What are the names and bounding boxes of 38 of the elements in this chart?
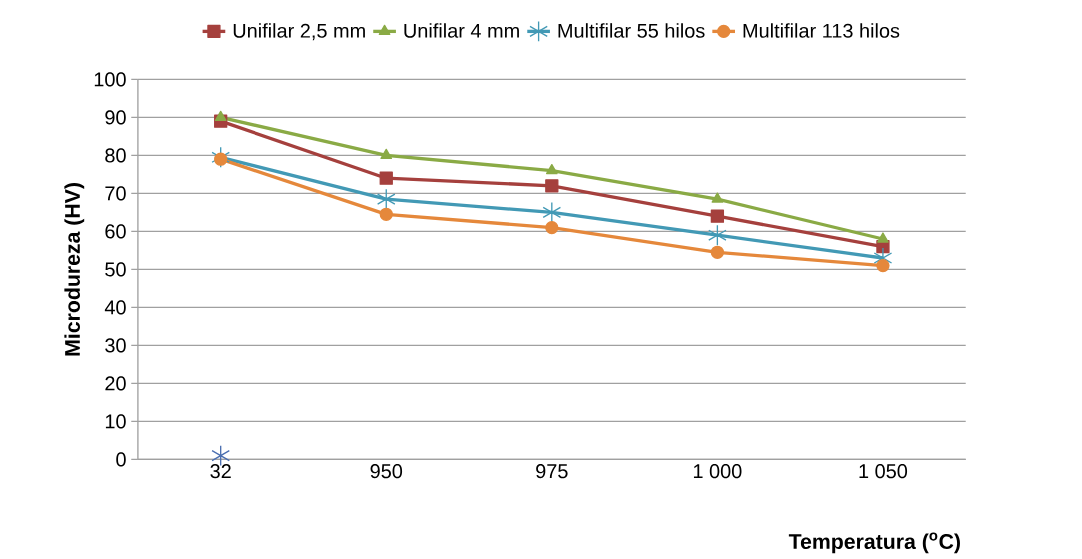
point [214,152,228,166]
legend-label: Unifilar 2,5 mm [233,23,365,41]
point [379,171,393,185]
x-tick-label: 1 000 [693,464,742,479]
x-tick-label: 32 [210,464,231,479]
y-tick-label: 40 [104,300,126,315]
y-tick-label: 90 [105,110,126,125]
x-tick-label: 975 [536,464,568,479]
point [214,110,227,122]
y-tick-label: 20 [105,376,126,391]
point [379,207,393,221]
point [545,163,558,175]
point [380,148,393,160]
point [542,201,562,223]
y-axis-title: Microdureza (HV) [64,183,85,356]
point [876,258,890,273]
legend-label: Unifilar 4 mm [404,23,519,38]
point [877,232,889,243]
y-tick-label: 10 [105,414,126,429]
y-tick-label: 30 [105,338,126,353]
x-tick-label: 1 050 [859,464,908,479]
point [708,224,727,246]
y-tick-label: 80 [105,148,126,163]
legend-label: Multifilar 55 hilos [558,23,705,38]
point [545,220,559,235]
legend-label: Multifilar 113 hilos [743,23,900,38]
y-tick-label: 60 [105,224,126,239]
point [710,245,725,259]
x-axis-title: Temperatura ($^{o}$C) [788,532,960,554]
x-tick-label: 950 [370,464,403,479]
point [376,188,396,210]
y-tick-label: 0 [116,452,126,467]
point [710,209,725,223]
y-tick-label: 100 [94,72,126,87]
point [711,192,724,203]
y-tick-label: 50 [105,262,126,277]
y-tick-label: 70 [105,186,126,201]
point [545,179,559,193]
